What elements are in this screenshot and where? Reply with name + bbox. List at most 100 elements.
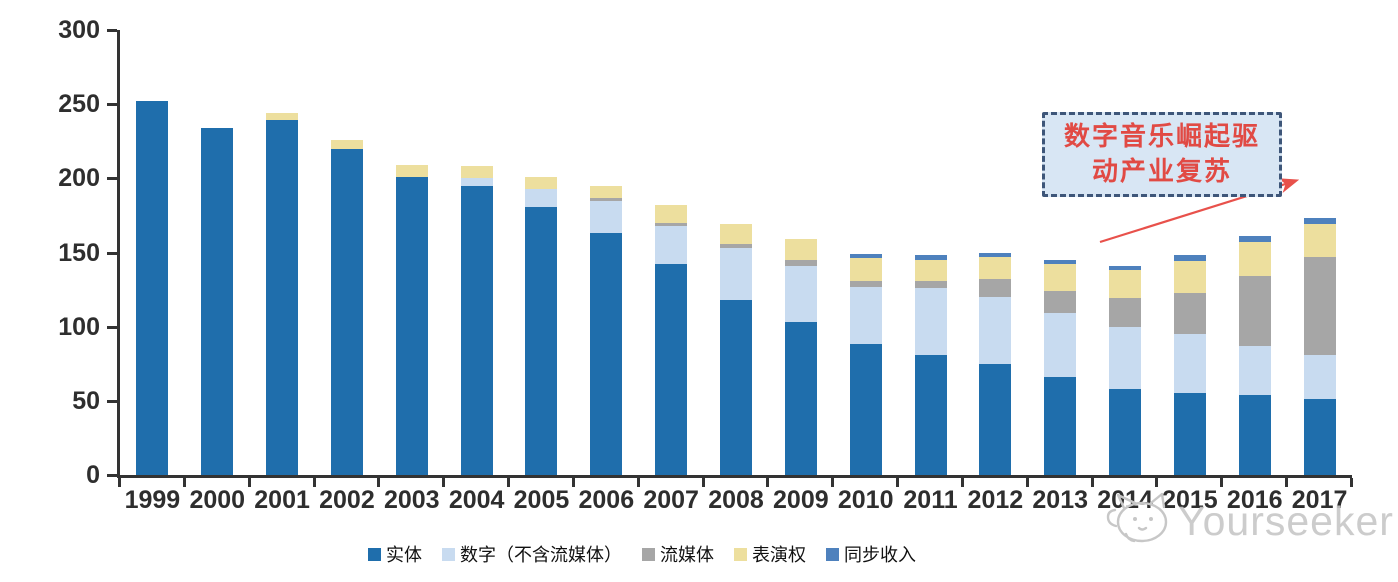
x-tick bbox=[636, 478, 640, 487]
x-tick-label: 2010 bbox=[837, 486, 894, 514]
x-tick bbox=[507, 478, 511, 487]
x-tick-label: 2017 bbox=[1291, 486, 1348, 514]
x-tick bbox=[247, 478, 251, 487]
y-axis-line bbox=[117, 30, 120, 478]
y-tick bbox=[107, 474, 117, 477]
bar-segment-digital-excl-streaming bbox=[1238, 345, 1271, 395]
bar-segment-sync-revenue bbox=[979, 252, 1012, 257]
bar-segment-physical bbox=[395, 176, 428, 475]
legend-label: 流媒体 bbox=[660, 545, 714, 566]
bar-segment-physical bbox=[201, 127, 234, 475]
bar-segment-physical bbox=[136, 101, 169, 475]
x-tick-label: 2007 bbox=[643, 486, 699, 514]
legend-item-digital-excl-streaming: 数字（不含流媒体） bbox=[442, 541, 622, 567]
bar-segment-streaming bbox=[1173, 292, 1206, 335]
bar-segment-physical bbox=[460, 185, 493, 475]
y-tick-label: 200 bbox=[58, 164, 100, 193]
x-tick bbox=[1025, 478, 1029, 487]
y-tick bbox=[107, 103, 117, 107]
x-tick bbox=[1090, 478, 1094, 487]
x-tick-label: 2011 bbox=[903, 486, 958, 514]
bar-segment-performance-rights bbox=[1303, 224, 1336, 257]
x-tick-label: 2001 bbox=[254, 486, 310, 514]
bar-segment-streaming bbox=[784, 259, 817, 266]
bar-segment-streaming bbox=[979, 279, 1012, 297]
legend-swatch-streaming bbox=[642, 547, 655, 561]
bar-segment-physical bbox=[525, 206, 558, 475]
bar-segment-performance-rights bbox=[395, 164, 428, 177]
y-tick-label: 50 bbox=[72, 386, 100, 415]
y-tick-label: 150 bbox=[58, 238, 100, 267]
x-tick-label: 2003 bbox=[383, 486, 440, 514]
legend-item-sync-revenue: 同步收入 bbox=[826, 541, 916, 567]
bar-segment-performance-rights bbox=[1044, 264, 1077, 292]
x-tick-label: 2013 bbox=[1032, 486, 1089, 514]
x-tick bbox=[182, 478, 186, 487]
x-tick bbox=[896, 478, 900, 487]
bar-segment-physical bbox=[1303, 399, 1336, 475]
x-tick-label: 2004 bbox=[448, 486, 505, 514]
bar-segment-physical bbox=[720, 299, 752, 475]
bar-segment-sync-revenue bbox=[1173, 255, 1206, 262]
bar-segment-sync-revenue bbox=[1044, 259, 1077, 265]
bar-segment-physical bbox=[1044, 377, 1077, 475]
bar-segment-streaming bbox=[655, 222, 688, 226]
legend-swatch-digital-excl-streaming bbox=[442, 547, 455, 561]
bar-segment-digital-excl-streaming bbox=[914, 288, 947, 355]
x-tick-label: 2012 bbox=[967, 486, 1024, 514]
x-tick bbox=[312, 478, 316, 487]
annotation-text-line2: 动产业复苏 bbox=[1091, 156, 1232, 187]
x-tick-label: 2002 bbox=[319, 486, 375, 514]
bar-segment-digital-excl-streaming bbox=[720, 248, 752, 300]
bar-segment-streaming bbox=[720, 243, 752, 249]
y-tick bbox=[107, 399, 117, 403]
x-tick-label: 2016 bbox=[1226, 486, 1283, 514]
bar-segment-streaming bbox=[1238, 276, 1271, 346]
y-tick-label: 250 bbox=[58, 90, 100, 119]
bar-segment-streaming bbox=[1044, 291, 1077, 314]
bar-segment-performance-rights bbox=[655, 205, 688, 223]
x-tick bbox=[831, 478, 835, 487]
bar-segment-performance-rights bbox=[914, 259, 947, 281]
bar-segment-performance-rights bbox=[460, 166, 493, 179]
legend-label: 同步收入 bbox=[844, 545, 916, 566]
y-tick-label: 100 bbox=[58, 312, 100, 341]
x-axis-line bbox=[117, 475, 1352, 478]
bar-segment-physical bbox=[914, 354, 947, 475]
x-tick-label: 2008 bbox=[708, 486, 764, 514]
bar-segment-digital-excl-streaming bbox=[655, 225, 688, 265]
legend-swatch-performance-rights bbox=[734, 547, 747, 561]
legend-swatch-physical bbox=[368, 547, 381, 561]
bar-segment-performance-rights bbox=[720, 224, 752, 244]
bar-segment-physical bbox=[1109, 388, 1142, 475]
bar-segment-sync-revenue bbox=[1303, 218, 1336, 225]
watermark-text: Yourseeker bbox=[1178, 497, 1394, 544]
x-tick-label: 2009 bbox=[773, 486, 829, 514]
x-tick bbox=[118, 478, 121, 487]
legend-swatch-sync-revenue bbox=[826, 547, 839, 561]
bar-segment-performance-rights bbox=[525, 176, 558, 189]
bar-segment-physical bbox=[655, 264, 688, 475]
bar-segment-digital-excl-streaming bbox=[460, 178, 493, 186]
bar-segment-sync-revenue bbox=[1109, 265, 1142, 271]
annotation-text-line1: 数字音乐崛起驱 bbox=[1063, 121, 1260, 152]
legend-label: 实体 bbox=[386, 545, 422, 566]
bar-segment-streaming bbox=[849, 280, 882, 287]
x-tick bbox=[1155, 478, 1159, 487]
x-tick bbox=[766, 478, 770, 487]
bar-segment-physical bbox=[1238, 394, 1271, 475]
legend-item-performance-rights: 表演权 bbox=[734, 541, 806, 567]
y-tick-label: 300 bbox=[58, 16, 100, 44]
x-tick-label: 2006 bbox=[578, 486, 635, 514]
bar-segment-sync-revenue bbox=[849, 253, 882, 259]
x-tick bbox=[442, 478, 446, 487]
bar-segment-physical bbox=[1173, 393, 1206, 475]
bar-segment-digital-excl-streaming bbox=[1173, 334, 1206, 394]
bar-segment-performance-rights bbox=[590, 185, 623, 198]
legend-item-physical: 实体 bbox=[368, 541, 422, 567]
bar-segment-performance-rights bbox=[330, 139, 363, 149]
bar-segment-physical bbox=[590, 233, 623, 475]
bar-segment-physical bbox=[979, 363, 1012, 475]
bar-segment-performance-rights bbox=[784, 239, 817, 260]
bar-segment-performance-rights bbox=[1173, 261, 1206, 293]
